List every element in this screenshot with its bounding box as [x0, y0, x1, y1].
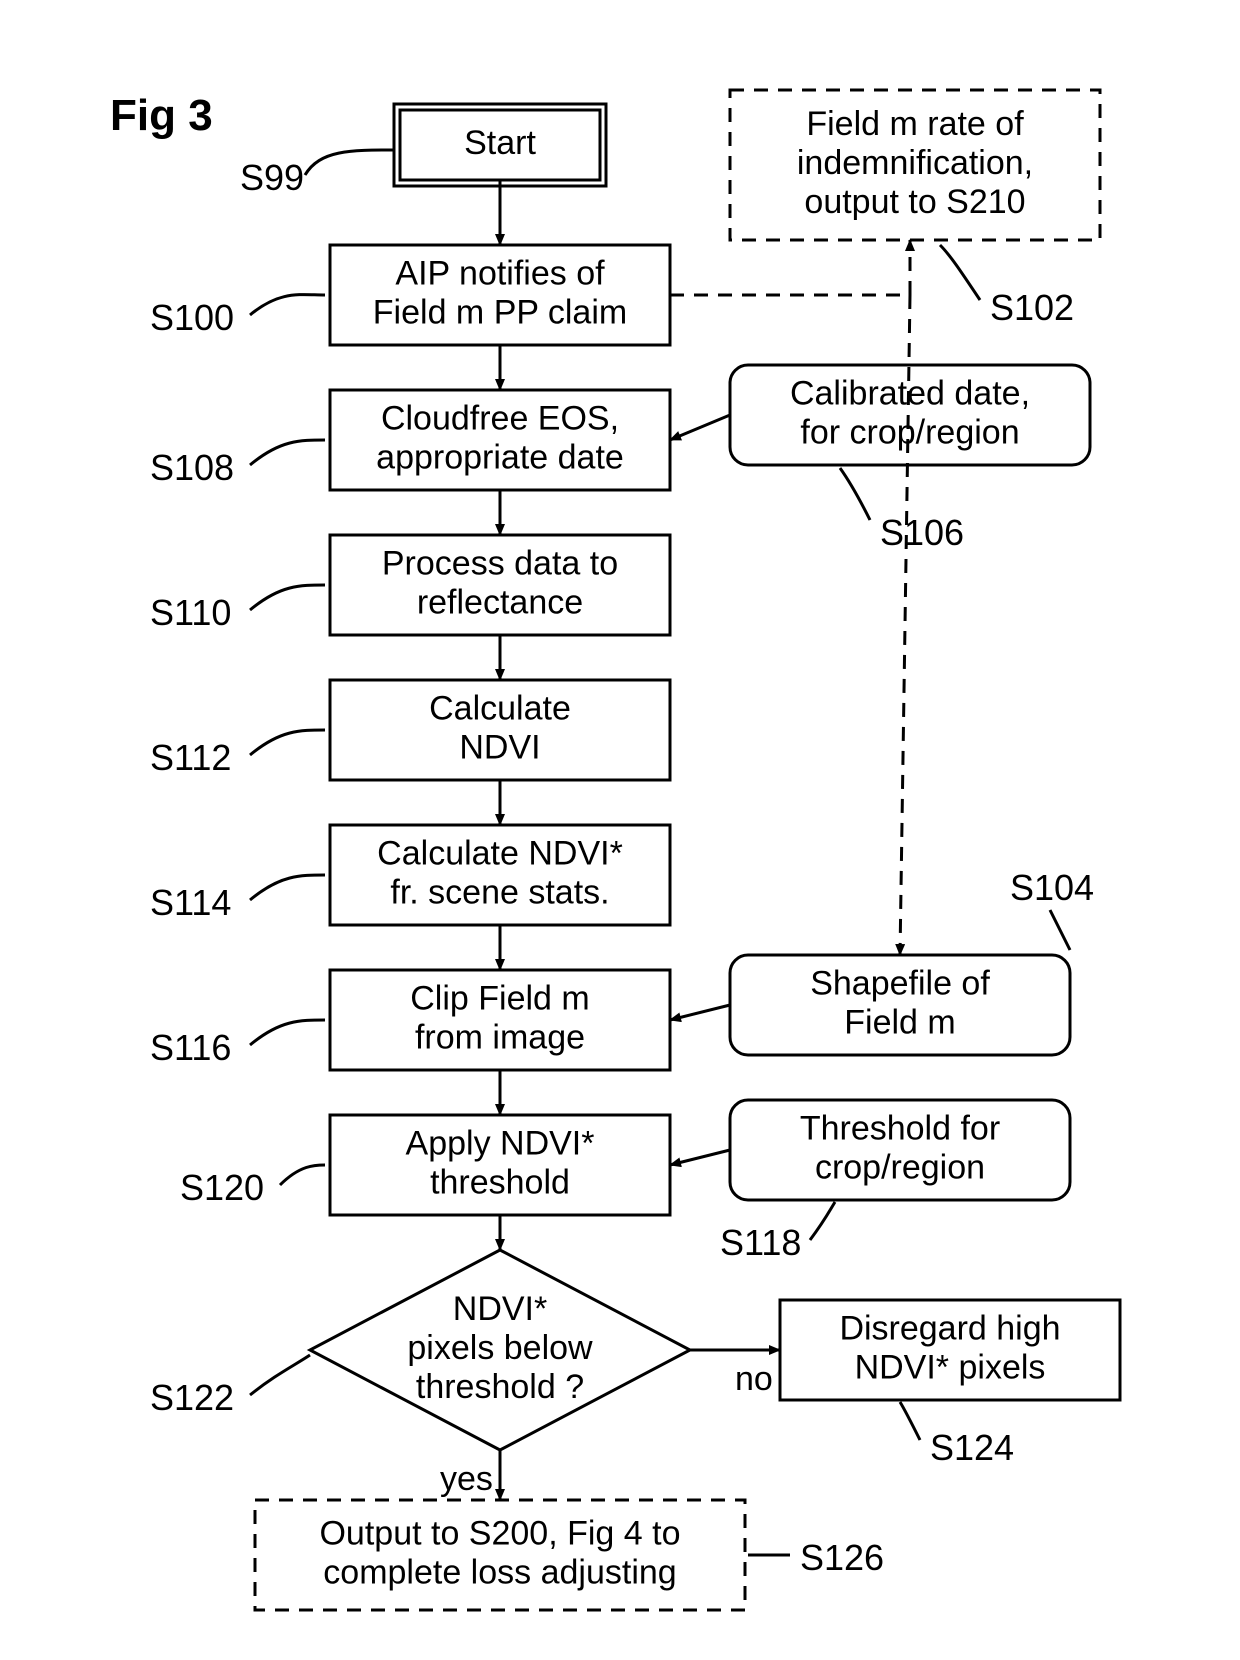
node-text: Clip Field m: [410, 979, 589, 1017]
node-s108: Cloudfree EOS,appropriate date: [330, 390, 670, 490]
node-s102: Field m rate ofindemnification,output to…: [730, 90, 1100, 240]
node-text: Threshold for: [800, 1109, 1000, 1147]
step-label-s126: S126: [800, 1537, 884, 1578]
step-label-s110: S110: [150, 592, 231, 633]
node-text: Field m PP claim: [373, 294, 627, 332]
node-s100: AIP notifies ofField m PP claim: [330, 245, 670, 345]
node-text: Process data to: [382, 544, 618, 582]
callout-curve: [280, 1165, 325, 1185]
node-text: reflectance: [417, 584, 583, 622]
node-s120: Apply NDVI*threshold: [330, 1115, 670, 1215]
node-text: AIP notifies of: [395, 254, 605, 292]
node-text: crop/region: [815, 1149, 985, 1187]
callout-curve: [250, 1355, 310, 1395]
callout-curve: [250, 585, 325, 610]
node-text: Field m rate of: [806, 105, 1024, 143]
step-label-s118: S118: [720, 1222, 801, 1263]
node-s126: Output to S200, Fig 4 tocomplete loss ad…: [255, 1500, 745, 1610]
node-text: output to S210: [804, 183, 1025, 221]
callout-curve: [940, 245, 980, 300]
edge: [670, 1005, 730, 1020]
node-text: appropriate date: [376, 439, 624, 477]
node-s124: Disregard highNDVI* pixels: [780, 1300, 1120, 1400]
node-text: Calculate: [429, 689, 571, 727]
callout-curve: [250, 440, 325, 465]
node-s104: Shapefile ofField m: [730, 955, 1070, 1055]
step-label-s112: S112: [150, 737, 231, 778]
node-s122: NDVI*pixels belowthreshold ?: [310, 1250, 690, 1450]
node-text: NDVI: [459, 729, 540, 767]
callout-curve: [810, 1202, 835, 1240]
node-text: NDVI*: [453, 1290, 547, 1328]
node-text: complete loss adjusting: [323, 1554, 676, 1592]
edge-label: no: [735, 1360, 773, 1398]
step-label-s124: S124: [930, 1427, 1014, 1468]
edge: [670, 240, 910, 295]
edge: [670, 1150, 730, 1165]
node-text: Output to S200, Fig 4 to: [319, 1514, 680, 1552]
node-text: fr. scene stats.: [390, 874, 609, 912]
callout-curve: [900, 1402, 920, 1440]
step-label-s106: S106: [880, 512, 964, 553]
node-start: Start: [394, 104, 606, 186]
node-text: threshold ?: [416, 1368, 584, 1406]
node-s114: Calculate NDVI*fr. scene stats.: [330, 825, 670, 925]
node-s112: CalculateNDVI: [330, 680, 670, 780]
node-text: Disregard high: [839, 1309, 1060, 1347]
node-text: indemnification,: [797, 144, 1033, 182]
node-text: Field m: [844, 1004, 955, 1042]
edge: [670, 415, 730, 440]
step-label-s99: S99: [240, 157, 304, 198]
flowchart-fig3: Fig 3 Start AIP notifies ofField m PP clai…: [0, 0, 1240, 1660]
callout-curve: [250, 730, 325, 755]
step-label-s100: S100: [150, 297, 234, 338]
node-text: Start: [464, 124, 536, 162]
edge-label: yes: [440, 1460, 493, 1498]
step-label-s122: S122: [150, 1377, 234, 1418]
step-label-s116: S116: [150, 1027, 231, 1068]
node-text: pixels below: [407, 1329, 593, 1367]
callout-curve: [840, 468, 870, 520]
step-label-s108: S108: [150, 447, 234, 488]
node-text: Shapefile of: [810, 964, 990, 1002]
node-s116: Clip Field mfrom image: [330, 970, 670, 1070]
callout-curve: [250, 295, 325, 315]
step-label-s120: S120: [180, 1167, 264, 1208]
figure-label: Fig 3: [110, 91, 213, 140]
callout-curve: [250, 1020, 325, 1045]
node-text: Calculate NDVI*: [377, 834, 623, 872]
node-text: from image: [415, 1019, 585, 1057]
step-label-s114: S114: [150, 882, 231, 923]
node-text: NDVI* pixels: [855, 1349, 1046, 1387]
node-text: Cloudfree EOS,: [381, 399, 619, 437]
node-s118: Threshold forcrop/region: [730, 1100, 1070, 1200]
node-s110: Process data toreflectance: [330, 535, 670, 635]
callout-curve: [250, 875, 325, 900]
node-text: threshold: [430, 1164, 570, 1202]
callout-curve: [305, 150, 395, 175]
step-label-s104: S104: [1010, 867, 1094, 908]
node-text: for crop/region: [800, 414, 1019, 452]
step-label-s102: S102: [990, 287, 1074, 328]
callout-curve: [1050, 910, 1070, 950]
node-text: Apply NDVI*: [406, 1124, 595, 1162]
